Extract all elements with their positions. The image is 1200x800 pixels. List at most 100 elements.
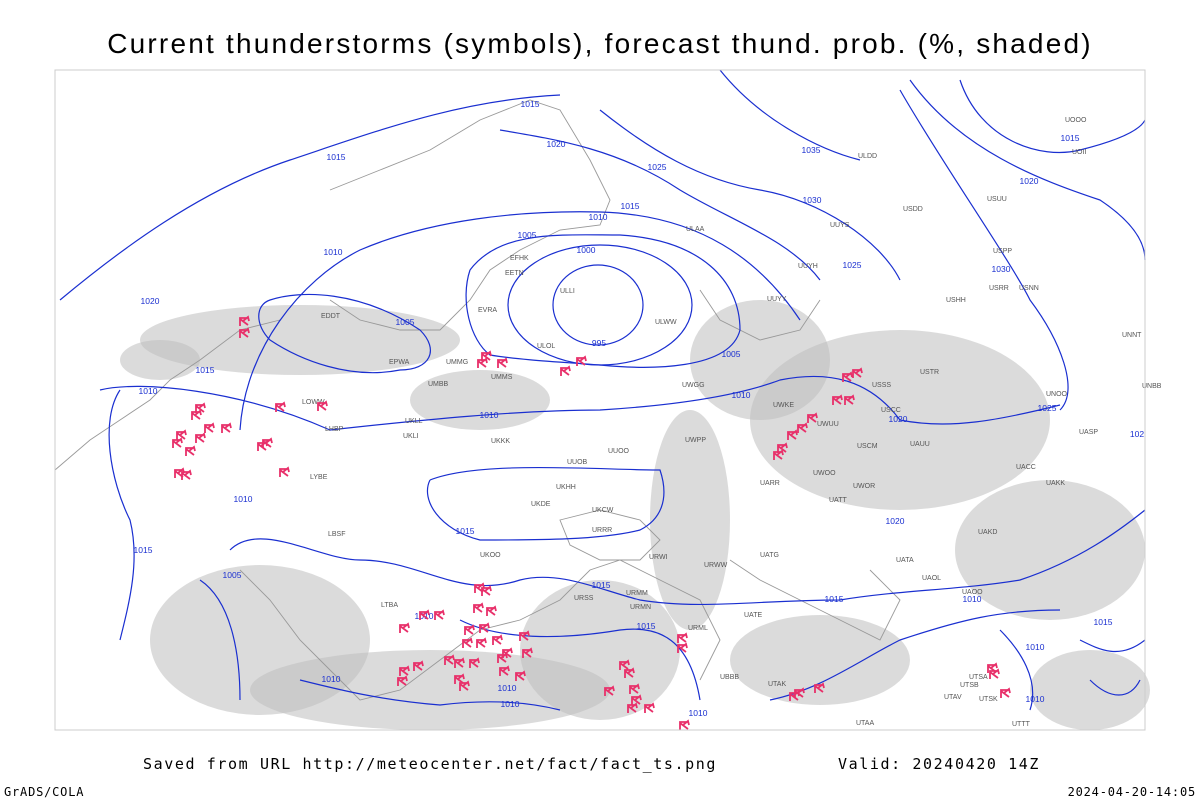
station-label: URMM xyxy=(626,590,648,597)
station-label: UOOO xyxy=(1065,117,1087,124)
station-label: URRR xyxy=(592,527,612,534)
thunderstorm-symbol xyxy=(631,694,642,705)
isobar-label: 1020 xyxy=(889,414,908,424)
station-label: UOII xyxy=(1072,149,1086,156)
thunderstorm-symbol xyxy=(627,702,638,713)
isobar-label: 1010 xyxy=(1026,694,1045,704)
thunderstorm-symbol xyxy=(522,647,533,658)
isobar-label: 1005 xyxy=(518,230,537,240)
isobar-label: 1015 xyxy=(1094,617,1113,627)
thunderstorm-symbol xyxy=(852,367,863,378)
isobar-label: 1010 xyxy=(501,699,520,709)
thunderstorm-symbol xyxy=(473,602,484,613)
isobar-label: 1015 xyxy=(825,594,844,604)
probability-shading xyxy=(120,300,1150,730)
station-label: UATA xyxy=(896,557,914,564)
thunderstorm-symbol xyxy=(459,680,470,691)
isobar-label: 1010 xyxy=(589,212,608,222)
station-label: UWOO xyxy=(813,470,836,477)
station-label: UTSB xyxy=(960,682,979,689)
thunderstorm-symbol xyxy=(191,409,202,420)
isobar-label: 1010 xyxy=(689,708,708,718)
thunderstorm-symbol xyxy=(773,449,784,460)
station-label: USTR xyxy=(920,369,939,376)
station-label: USSS xyxy=(872,382,891,389)
thunderstorm-symbol xyxy=(476,637,487,648)
thunderstorm-symbol xyxy=(677,632,688,643)
station-label: ULWW xyxy=(655,319,677,326)
isobar-label: 1015 xyxy=(456,526,475,536)
thunderstorm-symbol xyxy=(787,429,798,440)
isobar-label: 1010 xyxy=(234,494,253,504)
thunderstorm-symbol xyxy=(399,622,410,633)
thunderstorm-symbol xyxy=(492,634,503,645)
isobar-label: 1020 xyxy=(547,139,566,149)
thunderstorm-symbol xyxy=(519,630,530,641)
station-label: EFHK xyxy=(510,255,529,262)
isobar-label: 1010 xyxy=(732,390,751,400)
thunderstorm-symbol xyxy=(239,315,250,326)
thunderstorm-symbol xyxy=(989,668,1000,679)
source-url: Saved from URL http://meteocenter.net/fa… xyxy=(143,755,717,773)
thunderstorm-symbol xyxy=(275,401,286,412)
software-credit: GrADS/COLA xyxy=(4,785,84,799)
isobar-label: 1030 xyxy=(803,195,822,205)
thunderstorm-symbol xyxy=(832,394,843,405)
thunderstorm-symbol xyxy=(221,422,232,433)
station-label: UMMG xyxy=(446,359,468,366)
thunderstorm-symbol xyxy=(481,350,492,361)
station-label: UTAA xyxy=(856,720,874,727)
station-label: UAOL xyxy=(922,575,941,582)
thunderstorm-symbol xyxy=(842,371,853,382)
thunderstorm-symbol xyxy=(262,437,273,448)
isobar-label: 1010 xyxy=(963,594,982,604)
isobar-label: 1020 xyxy=(141,296,160,306)
station-label: UWGG xyxy=(682,382,705,389)
station-label: UTSK xyxy=(979,696,998,703)
thunderstorm-symbol xyxy=(624,667,635,678)
thunderstorm-symbol xyxy=(479,622,490,633)
timestamp: 2024-04-20-14:05 xyxy=(1068,785,1196,799)
station-label: UATE xyxy=(744,612,762,619)
isobar-label: 1010 xyxy=(480,410,499,420)
station-label: UAOO xyxy=(962,589,983,596)
thunderstorm-symbol xyxy=(172,437,183,448)
thunderstorm-symbol xyxy=(629,683,640,694)
thunderstorm-symbol xyxy=(486,605,497,616)
isobar-label: 1005 xyxy=(396,317,415,327)
station-label: ULAA xyxy=(686,226,705,233)
thunderstorm-symbol xyxy=(677,642,688,653)
station-label: LBSF xyxy=(328,531,346,538)
valid-time: Valid: 20240420 14Z xyxy=(838,755,1040,773)
station-label: UBBB xyxy=(720,674,739,681)
station-label: UWKE xyxy=(773,402,794,409)
station-label: LOWW xyxy=(302,399,325,406)
isobar-label: 1025 xyxy=(1038,403,1057,413)
station-label: UKOO xyxy=(480,552,501,559)
station-label: UMMS xyxy=(491,374,513,381)
station-label: UATT xyxy=(829,497,847,504)
map-frame: 1015 1020 1015 1025 1035 1015 1010 1030 1005 1000… xyxy=(54,69,1162,731)
thunderstorm-symbol xyxy=(499,665,510,676)
isobar-label: 995 xyxy=(592,338,606,348)
station-label: UAUU xyxy=(910,441,930,448)
station-label: USCC xyxy=(881,407,901,414)
thunderstorm-symbol xyxy=(469,657,480,668)
isobar-label: 1010 xyxy=(1026,642,1045,652)
isobar-label: 1020 xyxy=(886,516,905,526)
thunderstorm-symbol xyxy=(279,466,290,477)
station-label: URWI xyxy=(649,554,668,561)
isobar-label: 1020 xyxy=(1020,176,1039,186)
station-label: ULDD xyxy=(858,153,877,160)
station-label: UWOR xyxy=(853,483,875,490)
isobar-label: 1015 xyxy=(521,99,540,109)
isobar-label: 1015 xyxy=(592,580,611,590)
thunderstorm-symbol xyxy=(454,657,465,668)
station-label: UNBB xyxy=(1142,383,1162,390)
isobar-label: 1010 xyxy=(322,674,341,684)
isobar-label: 1000 xyxy=(577,245,596,255)
thunderstorm-symbol xyxy=(844,394,855,405)
isobar-label: 1035 xyxy=(802,145,821,155)
station-label: UKHH xyxy=(556,484,576,491)
